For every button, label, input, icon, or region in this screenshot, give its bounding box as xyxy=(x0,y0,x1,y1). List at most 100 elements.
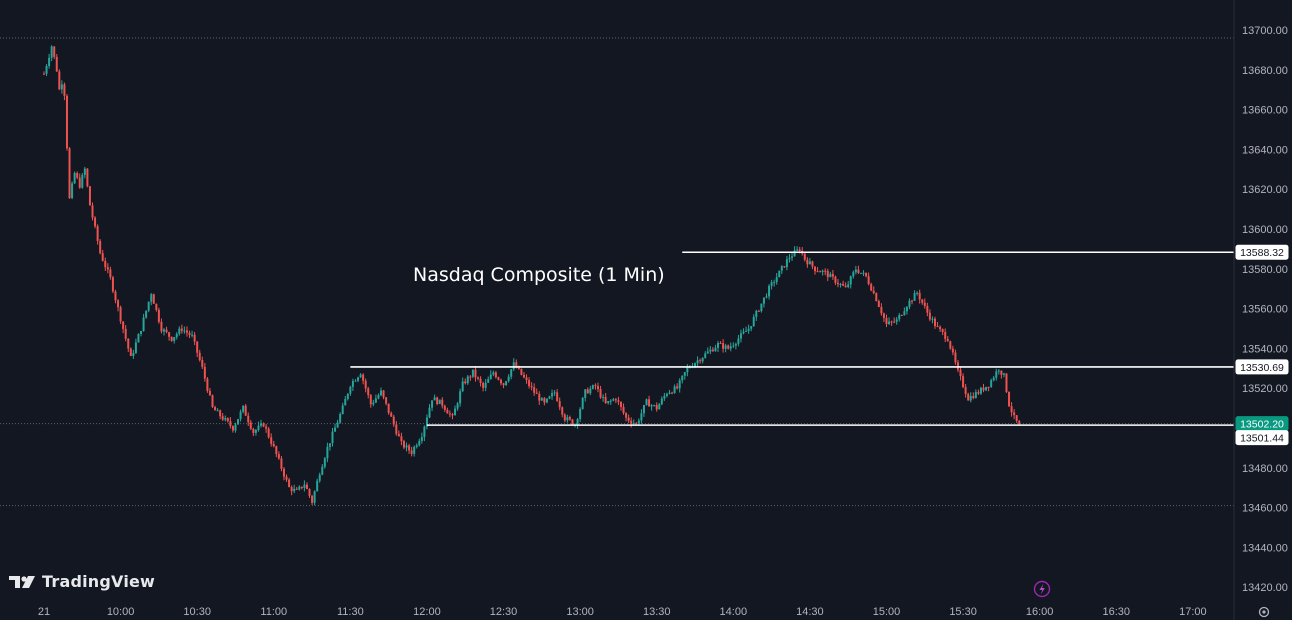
candle xyxy=(104,257,107,271)
candle xyxy=(423,425,426,442)
candle xyxy=(704,351,707,359)
price-tick-label: 13540.00 xyxy=(1242,343,1288,355)
price-tick-label: 13440.00 xyxy=(1242,542,1288,554)
candle xyxy=(722,339,725,353)
candle xyxy=(385,396,388,406)
candle xyxy=(65,94,68,151)
candle xyxy=(257,421,260,432)
candle xyxy=(566,414,569,423)
candle xyxy=(808,257,811,265)
candle xyxy=(630,417,633,428)
candle xyxy=(770,279,773,290)
candle xyxy=(796,246,799,252)
price-tick-label: 13600.00 xyxy=(1242,224,1288,236)
candle xyxy=(979,386,982,395)
candle xyxy=(617,396,620,406)
candle xyxy=(469,375,472,381)
candle xyxy=(992,375,995,382)
candle xyxy=(400,432,403,446)
candle xyxy=(300,486,303,490)
candle xyxy=(1013,409,1016,420)
candle xyxy=(147,301,150,313)
candle xyxy=(216,408,219,412)
candle xyxy=(364,378,367,393)
candle xyxy=(888,317,891,326)
candle xyxy=(397,430,400,437)
candle xyxy=(814,266,817,275)
candle xyxy=(285,474,288,482)
candle xyxy=(63,82,66,101)
chart-title: Nasdaq Composite (1 Min) xyxy=(413,264,665,286)
candle xyxy=(757,309,760,312)
candle xyxy=(520,368,523,376)
candle xyxy=(198,349,201,362)
candle xyxy=(563,413,566,423)
candle xyxy=(55,53,58,73)
candle xyxy=(111,275,114,294)
candle xyxy=(928,309,931,322)
candle xyxy=(604,393,607,404)
tradingview-logo-text: TradingView xyxy=(42,572,156,591)
lightning-icon[interactable] xyxy=(1033,580,1051,598)
candle xyxy=(193,331,196,346)
candle xyxy=(155,303,158,312)
candle xyxy=(50,45,53,62)
candle xyxy=(602,394,605,402)
candle xyxy=(487,376,490,383)
candle xyxy=(58,69,61,91)
candle xyxy=(73,171,76,184)
time-tick-label: 21 xyxy=(38,606,50,618)
candle xyxy=(923,298,926,309)
candle xyxy=(367,386,370,399)
candle xyxy=(441,397,444,409)
candle xyxy=(686,364,689,377)
candle xyxy=(170,336,173,342)
candle xyxy=(275,445,278,458)
candle xyxy=(882,312,885,323)
candle xyxy=(755,309,758,321)
candle xyxy=(331,427,334,447)
candle xyxy=(885,314,888,328)
candle xyxy=(346,393,349,401)
candle xyxy=(451,412,454,420)
candle xyxy=(420,432,423,444)
candle xyxy=(341,402,344,415)
price-tag: 13530.69 xyxy=(1235,359,1289,375)
candle xyxy=(145,310,148,319)
candle xyxy=(188,330,191,339)
candle xyxy=(727,344,730,350)
candle xyxy=(528,377,531,389)
time-axis[interactable]: 21 10:00 10:30 11:00 11:30 12:00 12:30 13:00 13:… xyxy=(38,606,1207,618)
candle xyxy=(446,407,449,414)
candle xyxy=(492,370,495,377)
candle xyxy=(448,410,451,418)
price-axis[interactable]: 13420.0013440.0013460.0013480.0013500.00… xyxy=(1242,25,1288,594)
candle xyxy=(178,326,181,336)
candle xyxy=(581,396,584,410)
tradingview-logo[interactable]: TradingView xyxy=(8,572,155,591)
candle xyxy=(270,433,273,447)
candle xyxy=(711,346,714,352)
candle xyxy=(175,332,178,340)
candle xyxy=(459,388,462,407)
price-tag: 13588.32 xyxy=(1235,244,1289,260)
time-tick-label: 10:00 xyxy=(107,606,135,618)
candle xyxy=(535,388,538,394)
candle xyxy=(1010,402,1013,417)
candle xyxy=(328,443,331,451)
candle xyxy=(972,392,975,400)
candle xyxy=(676,383,679,390)
candle xyxy=(45,64,48,77)
price-tick-label: 13640.00 xyxy=(1242,144,1288,156)
support-resistance-lines xyxy=(350,251,1234,426)
candle xyxy=(648,395,651,407)
candle xyxy=(196,341,199,357)
candle xyxy=(249,419,252,431)
candle xyxy=(109,266,112,280)
candle xyxy=(229,417,232,429)
candle xyxy=(665,392,668,398)
price-tick-label: 13420.00 xyxy=(1242,582,1288,594)
settings-gear-icon[interactable] xyxy=(1258,606,1270,618)
candle xyxy=(862,270,865,276)
candle xyxy=(60,80,63,94)
